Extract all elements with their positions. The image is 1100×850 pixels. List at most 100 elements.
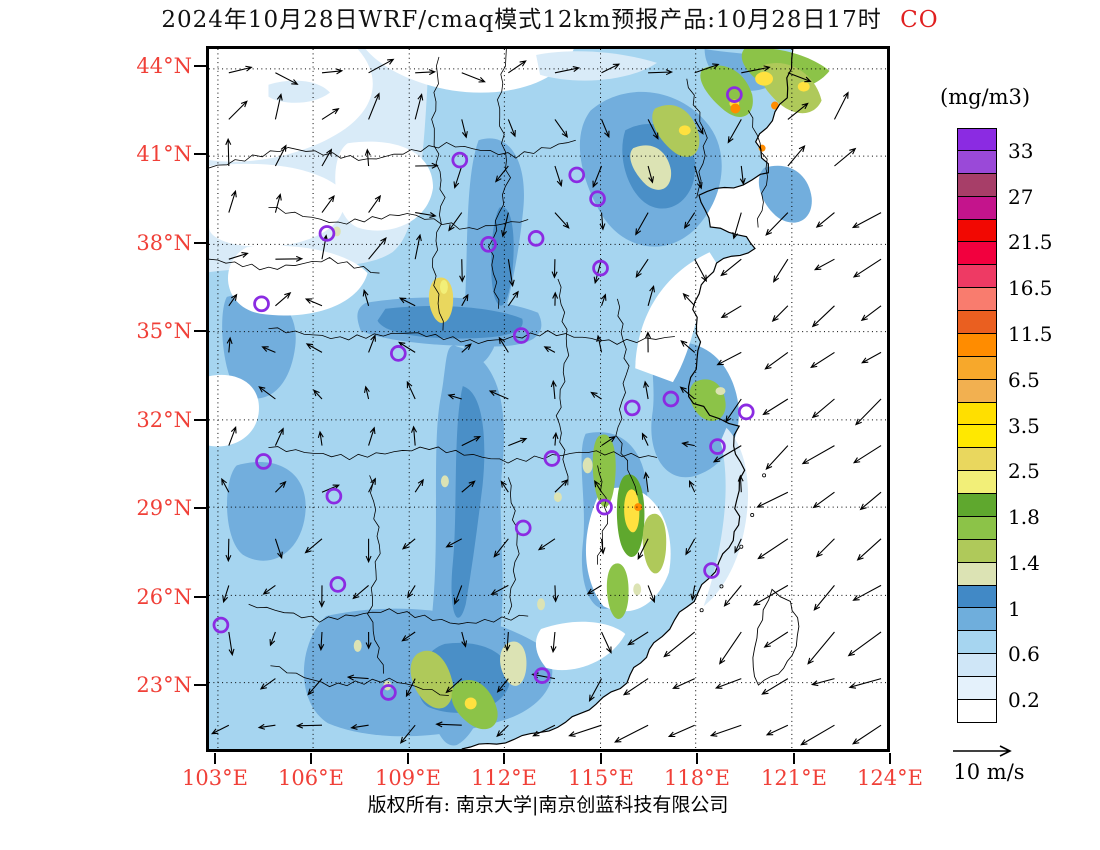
coastline (461, 49, 794, 749)
city-marker (533, 667, 551, 684)
taiwan-outline (752, 588, 800, 686)
colorbar-segment (957, 562, 997, 586)
lat-tick-label: 29°N (136, 496, 192, 520)
city-marker (514, 519, 532, 537)
colorbar-segment (957, 448, 997, 472)
colorbar-segment (957, 402, 997, 426)
city-marker (592, 259, 609, 277)
colorbar-segment (957, 608, 997, 632)
city-marker (662, 390, 680, 408)
lat-tick-label: 23°N (136, 673, 192, 697)
colorbar-segment (957, 494, 997, 517)
city-marker (527, 230, 545, 247)
city-marker (703, 562, 720, 579)
colorbar-legend: (mg/m3) 33 27 21.5 16.5 11.5 6.5 3.5 2.5 1.8 1.4 1… (935, 85, 1100, 755)
city-marker (255, 453, 272, 470)
colorbar-segment (957, 219, 997, 243)
lat-tickmark (194, 596, 206, 598)
lon-tick-label: 103°E (182, 766, 248, 790)
lon-tickmark (214, 753, 216, 764)
lon-tickmark (793, 753, 795, 764)
lat-tickmark (194, 65, 206, 67)
coastal-islands (699, 473, 767, 613)
lon-tick-label: 124°E (857, 766, 923, 790)
colorbar-segment (957, 173, 997, 197)
city-marker (543, 450, 561, 467)
lat-tickmark (194, 153, 206, 155)
colorbar-segment (957, 654, 997, 677)
colorbar-segment (957, 128, 997, 151)
lat-tick-label: 26°N (136, 585, 192, 609)
colorbar-segment (957, 311, 997, 334)
forecast-map (209, 49, 887, 749)
lat-tick-label: 41°N (136, 142, 192, 166)
city-marker (568, 166, 586, 184)
lat-tick-label: 44°N (136, 54, 192, 78)
wind-arrows (210, 58, 882, 746)
lon-tick-label: 115°E (568, 766, 634, 790)
colorbar-segment (957, 699, 997, 723)
lon-tickmark (696, 753, 698, 764)
colorbar-segment (957, 288, 997, 311)
colorbar-tick-label: 1 (1008, 596, 1021, 621)
title-text: 2024年10月28日WRF/cmaq模式12km预报产品:10月28日17时 (161, 7, 882, 33)
lat-tick-label: 32°N (136, 408, 192, 432)
city-marker (596, 498, 613, 516)
lat-tick-label: 38°N (136, 231, 192, 255)
colorbar-tick-label: 1.4 (1008, 550, 1040, 575)
colorbar-segment (957, 356, 997, 380)
lon-tick-label: 112°E (471, 766, 537, 790)
lon-tickmark (310, 753, 312, 764)
map-frame (206, 46, 890, 752)
colorbar-segment (957, 265, 997, 289)
wind-reference-arrow (953, 745, 1012, 757)
colorbar-segment (957, 150, 997, 174)
city-marker (325, 487, 343, 505)
city-marker (329, 576, 347, 593)
lon-tick-label: 106°E (278, 766, 344, 790)
lon-tick-label: 109°E (375, 766, 441, 790)
province-boundaries (209, 49, 768, 696)
lat-tickmark (194, 419, 206, 421)
colorbar-unit-label: (mg/m3) (940, 85, 1031, 109)
colorbar-segment (957, 471, 997, 494)
lon-tick-label: 118°E (664, 766, 730, 790)
city-markers (212, 86, 755, 701)
city-marker (480, 235, 497, 253)
lon-tickmark (600, 753, 602, 764)
colorbar-segment (957, 379, 997, 403)
city-marker (726, 86, 743, 103)
colorbar-segment (957, 631, 997, 655)
colorbar-segment (957, 539, 997, 563)
city-marker (380, 684, 397, 701)
colorbar-segment (957, 333, 997, 357)
colorbar-tick-label: 0.6 (1008, 642, 1040, 667)
city-marker (451, 151, 469, 169)
wind-reference-label: 10 m/s (953, 760, 1025, 784)
colorbar-tick-label: 11.5 (1008, 321, 1053, 346)
city-marker (709, 438, 726, 455)
lon-tickmark (889, 753, 891, 764)
colorbar-swatches (957, 128, 997, 723)
lat-tickmark (194, 242, 206, 244)
title-species: CO (900, 7, 939, 33)
colorbar-segment (957, 516, 997, 540)
colorbar-tick-label: 6.5 (1008, 367, 1040, 392)
city-marker (212, 616, 230, 634)
colorbar-tick-label: 27 (1008, 184, 1034, 209)
lon-tickmark (407, 753, 409, 764)
lon-tickmark (503, 753, 505, 764)
city-marker (389, 345, 407, 362)
colorbar-segment (957, 242, 997, 266)
lat-tick-label: 35°N (136, 319, 192, 343)
city-marker (589, 190, 606, 208)
colorbar-tick-label: 16.5 (1008, 276, 1053, 301)
lon-tick-label: 121°E (761, 766, 827, 790)
page-title: 2024年10月28日WRF/cmaq模式12km预报产品:10月28日17时 … (0, 0, 1100, 34)
city-marker (318, 225, 336, 242)
lat-tickmark (194, 330, 206, 332)
city-marker (623, 399, 641, 417)
colorbar-segment (957, 585, 997, 609)
lat-tickmark (194, 684, 206, 686)
colorbar-tick-label: 33 (1008, 138, 1034, 163)
